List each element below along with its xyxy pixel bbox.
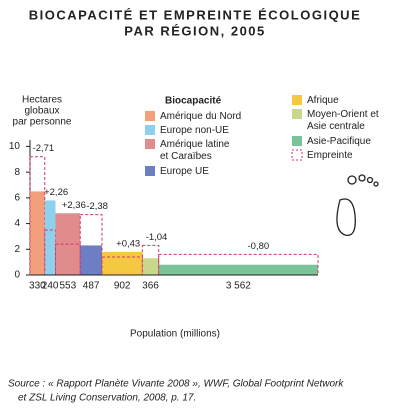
bar: [102, 251, 143, 275]
y-tick-label: 6: [14, 192, 20, 203]
source: et ZSL Living Conservation, 2008, p. 17.: [18, 393, 196, 404]
legend-label: Amérique latine et Caraïbes: [160, 139, 230, 162]
chart-title: BIOCAPACITÉ ET EMPREINTE ÉCOLOGIQUE: [29, 7, 362, 22]
y-axis-label: Hectares: [22, 95, 62, 106]
legend-label: Amérique du Nord: [160, 111, 241, 122]
legend-label: Europe UE: [160, 166, 209, 177]
footprint-outline: [79, 214, 103, 276]
legend-swatch: [145, 139, 155, 149]
chart-title: PAR RÉGION, 2005: [124, 23, 266, 38]
x-tick-label: 487: [83, 281, 100, 292]
y-tick-label: 0: [14, 270, 20, 281]
legend-swatch: [145, 125, 155, 135]
legend-label: Europe non-UE: [160, 125, 229, 136]
balance-label: -2,71: [33, 143, 55, 154]
balance-label: -1,04: [146, 232, 168, 243]
footprint-icon: [336, 174, 379, 236]
source: Source : « Rapport Planète Vivante 2008 …: [8, 379, 344, 390]
x-axis-label: Population (millions): [130, 329, 220, 340]
legend-label: Afrique: [307, 95, 339, 106]
balance-label: -2,38: [86, 201, 108, 212]
y-tick-label: 10: [9, 141, 21, 152]
x-tick-label: 3 562: [226, 281, 251, 292]
legend-title: Biocapacité: [165, 96, 222, 107]
legend-label: Moyen-Orient et Asie centrale: [307, 109, 379, 132]
legend-swatch: [292, 95, 302, 105]
balance-label: +0,43: [116, 238, 140, 249]
y-tick-label: 4: [14, 218, 20, 229]
bar: [142, 258, 159, 275]
legend-swatch: [292, 136, 302, 146]
x-tick-label: 240: [42, 281, 59, 292]
x-tick-label: 330: [29, 281, 46, 292]
balance-label: +2,36: [62, 200, 86, 211]
bar: [44, 200, 56, 275]
y-tick-label: 2: [14, 244, 20, 255]
balance-label: -0,80: [248, 241, 270, 252]
legend-label: Asie-Pacifique: [307, 136, 371, 147]
x-tick-label: 553: [60, 281, 77, 292]
bar: [80, 245, 102, 275]
y-tick-label: 8: [14, 167, 20, 178]
legend-swatch: [145, 166, 155, 176]
legend-swatch: [292, 109, 302, 119]
y-axis-label: globaux: [24, 106, 59, 117]
balance-label: +2,26: [44, 187, 68, 198]
x-tick-label: 366: [142, 281, 159, 292]
bar: [30, 191, 45, 275]
legend-label: Empreinte: [307, 150, 353, 161]
bar: [158, 264, 318, 275]
legend-swatch: [291, 149, 303, 161]
x-tick-label: 902: [114, 281, 131, 292]
footprint-outline: [141, 244, 160, 276]
footprint-outline: [101, 256, 143, 276]
y-axis-label: par personne: [13, 117, 72, 128]
legend-swatch: [145, 111, 155, 121]
